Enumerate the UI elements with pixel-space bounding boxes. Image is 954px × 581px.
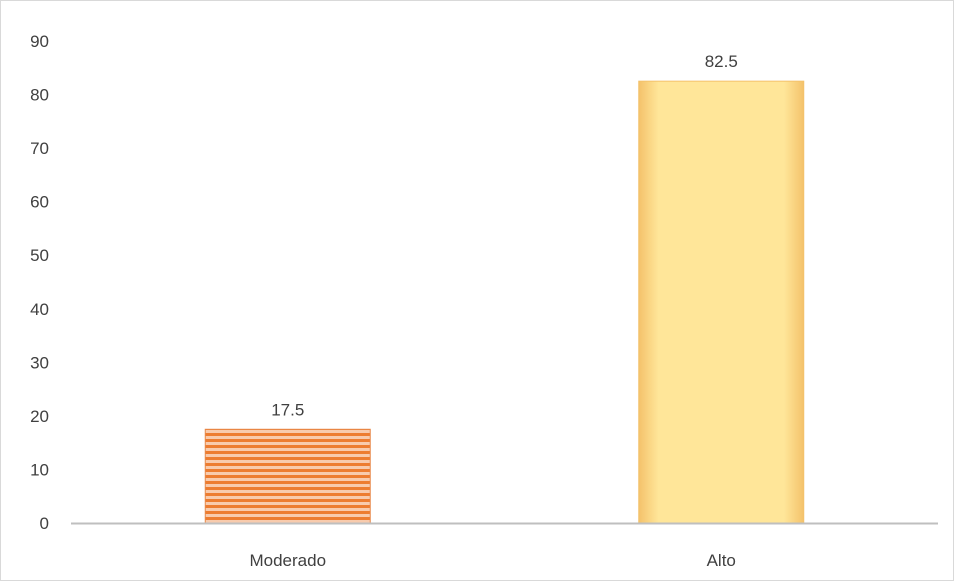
y-tick-label: 20: [30, 407, 49, 426]
y-tick-label: 60: [30, 193, 49, 212]
y-tick-label: 80: [30, 86, 49, 105]
y-tick-label: 40: [30, 300, 49, 319]
y-tick-label: 0: [40, 514, 49, 533]
y-tick-label: 10: [30, 460, 49, 479]
data-label: 17.5: [271, 400, 304, 419]
x-category-label: Moderado: [249, 551, 326, 570]
y-tick-label: 50: [30, 246, 49, 265]
bar-alto: [638, 80, 805, 524]
y-tick-label: 70: [30, 139, 49, 158]
bar-moderado: [204, 428, 371, 524]
y-tick-label: 90: [30, 32, 49, 51]
x-category-label: Alto: [707, 551, 736, 570]
y-tick-label: 30: [30, 353, 49, 372]
data-label: 82.5: [705, 52, 738, 71]
